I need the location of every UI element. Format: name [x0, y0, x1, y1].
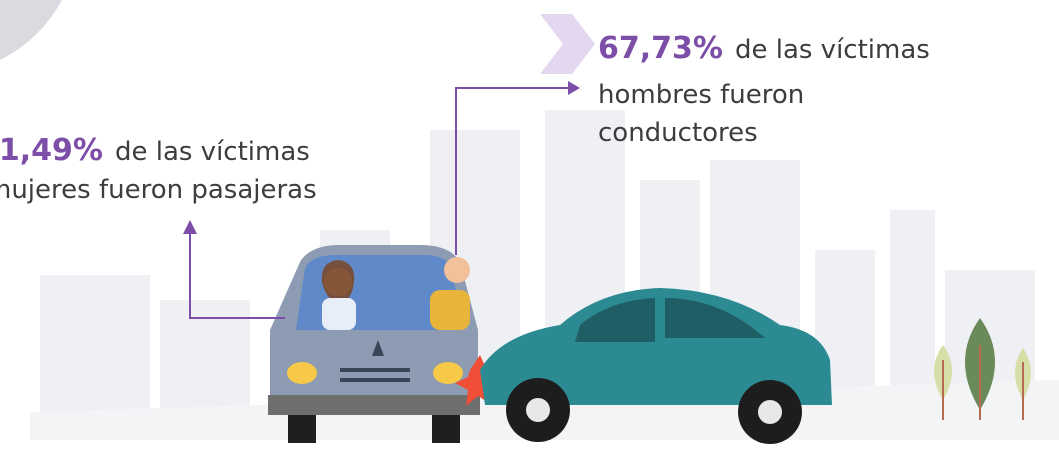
trees [934, 318, 1031, 420]
gray-car [268, 245, 480, 443]
percent: 61,49% [0, 133, 103, 168]
callout-line: 67,73% de las víctimas [598, 31, 930, 66]
text: de las víctimas [115, 137, 310, 167]
teal-car [480, 288, 832, 444]
callout-line: mujeres fueron pasajeras [0, 175, 317, 205]
road [0, 0, 62, 60]
arrowhead [183, 220, 197, 234]
text: de las víctimas [735, 35, 930, 65]
callout-line: conductores [598, 118, 758, 148]
callout-line: hombres fueron [598, 80, 804, 110]
chevron [540, 14, 595, 74]
callout-line: 61,49% de las víctimas [0, 133, 310, 168]
percent: 67,73% [598, 31, 723, 66]
connector [189, 87, 572, 319]
arrowhead [568, 81, 580, 95]
